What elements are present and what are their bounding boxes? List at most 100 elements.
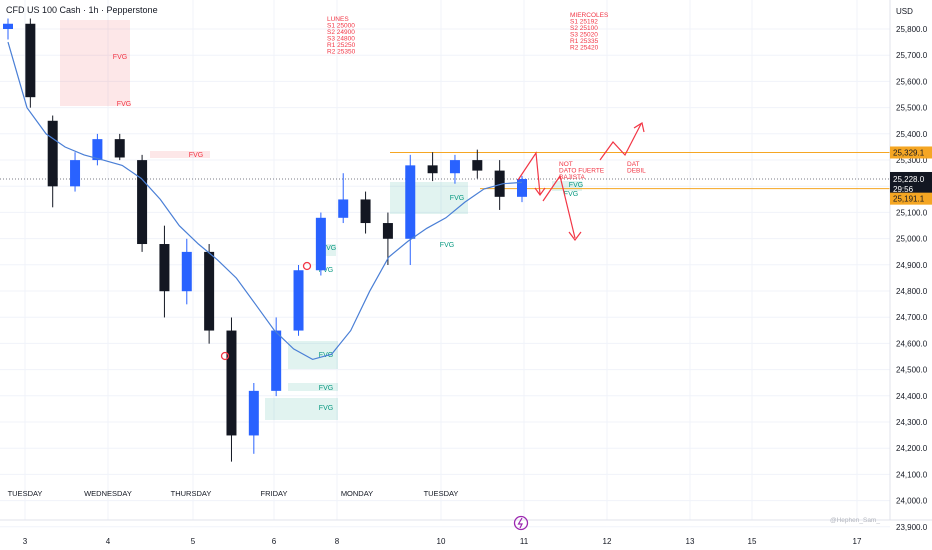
fvg-zone xyxy=(265,398,338,420)
fvg-zone xyxy=(552,181,582,191)
projection-arrow-down xyxy=(517,151,541,195)
arrowhead xyxy=(568,231,582,241)
annotation-miercoles-line: S1 25192 xyxy=(570,19,598,26)
date-tick-label: 13 xyxy=(686,537,695,546)
price-tick-label: 25,600.0 xyxy=(896,77,928,86)
date-tick-label: 6 xyxy=(272,537,277,546)
fvg-label: FVG xyxy=(189,152,203,159)
arrowhead xyxy=(633,122,645,133)
projection-arrow-up xyxy=(599,123,642,161)
candle-body xyxy=(114,139,125,158)
day-label: THURSDAY xyxy=(171,489,212,498)
date-tick-label: 5 xyxy=(191,537,196,546)
lightning-bolt xyxy=(517,517,523,529)
candle-body xyxy=(3,23,13,29)
price-tick-label: 24,700.0 xyxy=(896,313,928,322)
fvg-label: FVG xyxy=(322,245,336,252)
day-label: MONDAY xyxy=(341,489,373,498)
price-tick-label: 24,800.0 xyxy=(896,287,928,296)
currency-label: USD xyxy=(896,7,913,16)
price-tick-label: 24,100.0 xyxy=(896,470,928,479)
support-badge-text: 25,191.1 xyxy=(893,195,925,204)
candle-body xyxy=(271,330,282,391)
current-price-badge xyxy=(890,171,932,196)
resistance-badge-text: 25,329.1 xyxy=(893,148,925,157)
annotation-not-line: NOT xyxy=(559,161,573,168)
fvg-zone xyxy=(390,182,468,214)
fvg-zone xyxy=(150,151,210,158)
price-tick-label: 25,000.0 xyxy=(896,235,928,244)
price-axis-panel xyxy=(890,0,932,550)
fvg-label: FVG xyxy=(113,54,127,61)
fvg-label: FVG xyxy=(319,385,333,392)
price-tick-label: 24,500.0 xyxy=(896,366,928,375)
candle-body xyxy=(449,160,460,174)
current-price-badge-text: 25,228.0 xyxy=(893,175,925,184)
annotation-lunes-line: LUNES xyxy=(327,16,349,23)
candle-body xyxy=(137,160,148,245)
annotation-dat-line: DEBIL xyxy=(627,168,646,175)
projection-arrow-down xyxy=(542,174,576,239)
annotation-miercoles-line: S2 25100 xyxy=(570,25,598,32)
candle-body xyxy=(517,178,527,197)
annotation-lunes-line: R2 25350 xyxy=(327,49,356,56)
candle-body xyxy=(472,160,483,171)
lightning-icon[interactable] xyxy=(513,515,529,531)
fvg-label: FVG xyxy=(319,267,333,274)
fvg-label: FVG xyxy=(440,242,454,249)
support-badge xyxy=(890,192,932,205)
annotation-lunes-line: S1 25000 xyxy=(327,23,355,30)
fvg-zone xyxy=(60,100,130,106)
candle-body xyxy=(338,199,349,218)
date-tick-label: 11 xyxy=(520,537,529,546)
price-tick-label: 25,500.0 xyxy=(896,104,928,113)
candle-body xyxy=(204,251,215,331)
price-tick-label: 24,300.0 xyxy=(896,418,928,427)
date-tick-label: 8 xyxy=(335,537,340,546)
candle-body xyxy=(382,223,393,239)
annotation-dat-line: DAT xyxy=(627,161,640,168)
candle-body xyxy=(47,120,58,187)
marker-circle xyxy=(220,351,230,361)
fvg-label: FVG xyxy=(117,101,131,108)
price-tick-label: 25,800.0 xyxy=(896,25,928,34)
fvg-label: FVG xyxy=(319,405,333,412)
fvg-label: FVG xyxy=(569,182,583,189)
countdown-text: 29:56 xyxy=(893,185,914,194)
price-tick-label: 25,100.0 xyxy=(896,208,928,217)
fvg-zone xyxy=(60,20,130,100)
price-tick-label: 25,400.0 xyxy=(896,130,928,139)
day-label: TUESDAY xyxy=(8,489,43,498)
candle-body xyxy=(181,251,192,292)
date-tick-label: 17 xyxy=(853,537,862,546)
chart-title: CFD US 100 Cash · 1h · Pepperstone xyxy=(6,5,158,15)
price-tick-label: 23,900.0 xyxy=(896,523,928,532)
candle-body xyxy=(293,270,304,331)
price-tick-label: 24,600.0 xyxy=(896,339,928,348)
annotation-lunes-line: R1 25250 xyxy=(327,42,356,49)
moving-average-line xyxy=(7,41,523,361)
day-label: TUESDAY xyxy=(424,489,459,498)
candle-body xyxy=(427,165,438,174)
candle-body xyxy=(405,165,416,239)
candle-body xyxy=(70,160,81,187)
fvg-label: FVG xyxy=(564,191,578,198)
fvg-label: FVG xyxy=(450,195,464,202)
date-tick-label: 3 xyxy=(23,537,28,546)
annotation-not-line: BAJISTA xyxy=(559,174,586,181)
price-tick-label: 24,000.0 xyxy=(896,497,928,506)
candle-body xyxy=(315,217,326,271)
candle-body xyxy=(494,170,505,197)
marker-circle xyxy=(302,261,312,271)
date-tick-label: 15 xyxy=(748,537,757,546)
price-tick-label: 25,700.0 xyxy=(896,51,928,60)
arrowhead xyxy=(534,187,546,197)
date-tick-label: 4 xyxy=(106,537,111,546)
candle-body xyxy=(159,244,170,292)
price-tick-label: 24,200.0 xyxy=(896,444,928,453)
candle-body xyxy=(25,23,36,98)
price-tick-label: 25,300.0 xyxy=(896,156,928,165)
candle-body xyxy=(226,330,237,436)
date-tick-label: 10 xyxy=(437,537,446,546)
